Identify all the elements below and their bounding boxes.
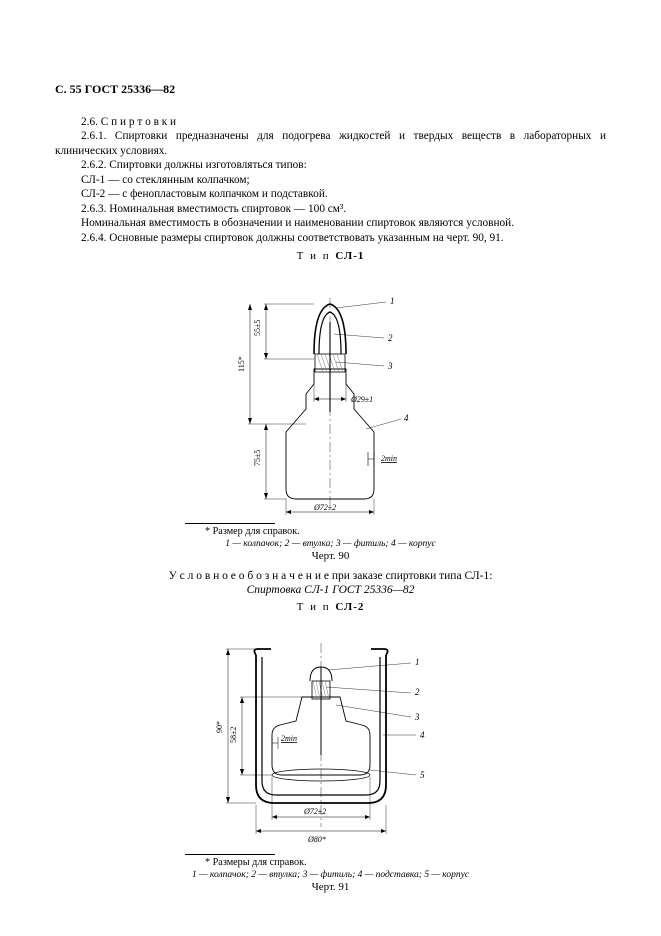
para-263b: Номинальная вместимость в обозначении и … [55,216,606,230]
figure-91-diagram: 2min 90* 58±2 Ø72±2 Ø80* [186,615,476,850]
svg-text:5: 5 [420,770,425,780]
chert-90: Черт. 90 [55,550,606,562]
section-26: 2.6. С п и р т о в к и [55,115,606,129]
svg-text:Ø29±1: Ø29±1 [350,395,373,404]
figure-90-title: Т и п СЛ-1 [55,250,606,262]
figure-91-title: Т и п СЛ-2 [55,601,606,613]
svg-text:3: 3 [414,712,420,722]
svg-text:115*: 115* [237,356,246,372]
svg-text:4: 4 [404,413,409,423]
footnote-rule-2 [185,854,275,855]
para-261: 2.6.1. Спиртовки предназначены для подог… [55,129,606,158]
designation-italic: Спиртовка СЛ-1 ГОСТ 25336—82 [55,584,606,596]
svg-text:2: 2 [388,333,393,343]
designation-line: У с л о в н о е о б о з н а ч е н и е пр… [55,570,606,582]
svg-text:2: 2 [415,687,420,697]
svg-text:1: 1 [415,657,420,667]
footnote-rule-1 [185,523,275,524]
svg-text:3: 3 [387,361,393,371]
para-262b: СЛ-2 — с фенопластовым колпачком и подст… [55,187,606,201]
footnote-90: * Размер для справок. [205,526,606,537]
figure-90-diagram: 2min 55±5 115* [206,264,456,519]
svg-text:2min: 2min [281,734,297,743]
para-262a: СЛ-1 — со стеклянным колпачком; [55,173,606,187]
page-header: С. 55 ГОСТ 25336—82 [55,82,606,97]
svg-text:Ø72±2: Ø72±2 [303,807,326,816]
svg-text:90*: 90* [215,721,224,733]
chert-91: Черт. 91 [55,881,606,893]
para-263: 2.6.3. Номинальная вместимость спиртовок… [55,202,606,216]
figure-90-block: Т и п СЛ-1 2min 55±5 [55,250,606,562]
svg-text:Ø80*: Ø80* [307,835,326,844]
legend-90: 1 — колпачок; 2 — втулка; 3 — фитиль; 4 … [55,539,606,549]
svg-text:4: 4 [420,730,425,740]
svg-text:2min: 2min [381,454,397,463]
svg-text:58±2: 58±2 [229,727,238,743]
footnote-91: * Размеры для справок. [205,857,606,868]
para-264: 2.6.4. Основные размеры спиртовок должны… [55,231,606,245]
para-262: 2.6.2. Спиртовки должны изготовляться ти… [55,158,606,172]
document-page: С. 55 ГОСТ 25336—82 2.6. С п и р т о в к… [0,0,661,921]
svg-text:75±5: 75±5 [253,450,262,466]
svg-text:55±5: 55±5 [253,320,262,336]
svg-text:Ø72±2: Ø72±2 [313,503,336,512]
figure-91-block: Т и п СЛ-2 2min 90* [55,601,606,893]
legend-91: 1 — колпачок; 2 — втулка; 3 — фитиль; 4 … [55,870,606,880]
svg-text:1: 1 [390,296,395,306]
